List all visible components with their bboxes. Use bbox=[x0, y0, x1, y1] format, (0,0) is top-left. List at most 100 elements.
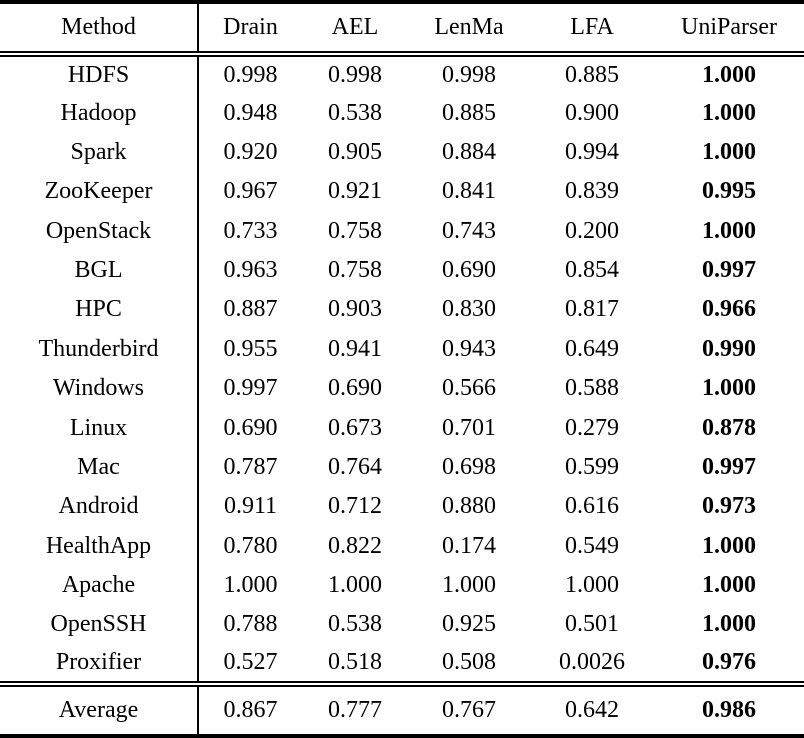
value-cell: 0.698 bbox=[442, 453, 496, 480]
value-cell: 0.690 bbox=[223, 414, 278, 441]
value-cell: 0.885 bbox=[565, 61, 619, 88]
table-row: OpenStack 0.733 0.758 0.743 0.200 1.000 bbox=[0, 211, 804, 251]
dataset-name-cell: Mac bbox=[0, 447, 199, 488]
table-row: Spark 0.920 0.905 0.884 0.994 1.000 bbox=[0, 132, 804, 173]
value-cell: 0.549 bbox=[565, 532, 619, 559]
value-cell: 1.000 bbox=[223, 572, 278, 599]
column-header-method: Method bbox=[0, 4, 199, 57]
value-cell: 0.588 bbox=[565, 375, 619, 402]
value-cell: 0.997 bbox=[223, 375, 278, 402]
table-header: Method Drain AEL LenMa LFA UniParser bbox=[0, 4, 804, 57]
table-row: Android 0.911 0.712 0.880 0.616 0.973 bbox=[0, 487, 804, 527]
value-cell: 0.616 bbox=[565, 493, 619, 520]
value-cell: 0.955 bbox=[223, 335, 278, 362]
value-cell: 0.788 bbox=[223, 611, 278, 638]
value-cell: 1.000 bbox=[702, 532, 756, 559]
value-cell: 0.854 bbox=[565, 257, 619, 284]
dataset-name-cell: OpenSSH bbox=[0, 605, 199, 645]
table-row: HDFS 0.998 0.998 0.998 0.885 1.000 bbox=[0, 54, 804, 94]
value-cell: 0.839 bbox=[565, 178, 619, 205]
average-label: Average bbox=[0, 681, 199, 734]
table-body: HDFS 0.998 0.998 0.998 0.885 1.000 Hadoop 0.948… bbox=[0, 54, 804, 684]
table-row: HealthApp 0.780 0.822 0.174 0.549 1.000 bbox=[0, 526, 804, 566]
table-row: Apache 1.000 1.000 1.000 1.000 1.000 bbox=[0, 565, 804, 606]
value-cell: 0.780 bbox=[223, 532, 278, 559]
average-value-drain: 0.867 bbox=[198, 681, 302, 734]
value-cell: 0.885 bbox=[442, 99, 496, 126]
value-cell: 0.538 bbox=[328, 611, 382, 638]
average-value-lfa: 0.642 bbox=[530, 681, 654, 734]
value-cell: 0.822 bbox=[328, 532, 382, 559]
value-cell: 0.200 bbox=[565, 217, 619, 244]
value-cell: 0.911 bbox=[223, 493, 278, 520]
value-cell: 1.000 bbox=[702, 99, 756, 126]
value-cell: 1.000 bbox=[702, 611, 756, 638]
dataset-name-cell: Windows bbox=[0, 369, 199, 409]
value-cell: 0.841 bbox=[442, 178, 496, 205]
column-header-drain: Drain bbox=[198, 4, 302, 57]
value-cell: 1.000 bbox=[702, 138, 756, 165]
value-cell: 0.817 bbox=[565, 296, 619, 323]
value-cell: 0.948 bbox=[223, 99, 278, 126]
value-cell: 0.998 bbox=[328, 61, 382, 88]
value-cell: 0.997 bbox=[702, 257, 756, 284]
value-cell: 0.997 bbox=[702, 453, 756, 480]
value-cell: 0.976 bbox=[702, 649, 756, 676]
results-table: Method Drain AEL LenMa LFA UniParser HDF… bbox=[0, 4, 804, 734]
value-cell: 1.000 bbox=[442, 572, 496, 599]
value-cell: 0.963 bbox=[223, 257, 278, 284]
table-row: ZooKeeper 0.967 0.921 0.841 0.839 0.995 bbox=[0, 172, 804, 212]
dataset-name-cell: HealthApp bbox=[0, 526, 199, 566]
value-cell: 0.279 bbox=[565, 414, 619, 441]
value-cell: 1.000 bbox=[702, 375, 756, 402]
dataset-name-cell: Spark bbox=[0, 132, 199, 173]
value-cell: 0.920 bbox=[223, 138, 278, 165]
dataset-name-cell: BGL bbox=[0, 250, 199, 291]
value-cell: 0.701 bbox=[442, 414, 496, 441]
dataset-name-cell: Proxifier bbox=[0, 644, 199, 684]
value-cell: 0.973 bbox=[702, 493, 756, 520]
header-row: Method Drain AEL LenMa LFA UniParser bbox=[0, 4, 804, 57]
value-cell: 0.690 bbox=[328, 375, 382, 402]
value-cell: 1.000 bbox=[702, 572, 756, 599]
value-cell: 1.000 bbox=[702, 61, 756, 88]
value-cell: 0.941 bbox=[328, 335, 382, 362]
value-cell: 0.508 bbox=[442, 649, 496, 676]
table-footer: Average 0.867 0.777 0.767 0.642 0.986 bbox=[0, 681, 804, 734]
value-cell: 0.903 bbox=[328, 296, 382, 323]
dataset-name-cell: HDFS bbox=[0, 54, 199, 94]
value-cell: 0.758 bbox=[328, 257, 382, 284]
value-cell: 0.998 bbox=[223, 61, 278, 88]
value-cell: 0.830 bbox=[442, 296, 496, 323]
value-cell: 0.966 bbox=[702, 296, 756, 323]
value-cell: 0.649 bbox=[565, 335, 619, 362]
value-cell: 0.967 bbox=[223, 178, 278, 205]
table-row: HPC 0.887 0.903 0.830 0.817 0.966 bbox=[0, 290, 804, 330]
table-row: Windows 0.997 0.690 0.566 0.588 1.000 bbox=[0, 369, 804, 409]
table-row: BGL 0.963 0.758 0.690 0.854 0.997 bbox=[0, 250, 804, 291]
column-header-lfa: LFA bbox=[530, 4, 654, 57]
table-row: Mac 0.787 0.764 0.698 0.599 0.997 bbox=[0, 447, 804, 488]
value-cell: 0.998 bbox=[442, 61, 496, 88]
dataset-name-cell: Hadoop bbox=[0, 93, 199, 133]
dataset-name-cell: ZooKeeper bbox=[0, 172, 199, 212]
value-cell: 0.538 bbox=[328, 99, 382, 126]
value-cell: 0.0026 bbox=[559, 649, 625, 676]
value-cell: 0.501 bbox=[565, 611, 619, 638]
value-cell: 0.878 bbox=[702, 414, 756, 441]
dataset-name-cell: Linux bbox=[0, 408, 199, 448]
value-cell: 0.900 bbox=[565, 99, 619, 126]
value-cell: 1.000 bbox=[702, 217, 756, 244]
table-row: Linux 0.690 0.673 0.701 0.279 0.878 bbox=[0, 408, 804, 448]
value-cell: 0.884 bbox=[442, 138, 496, 165]
column-header-uniparser: UniParser bbox=[654, 4, 804, 57]
value-cell: 0.995 bbox=[702, 178, 756, 205]
value-cell: 0.758 bbox=[328, 217, 382, 244]
dataset-name-cell: Thunderbird bbox=[0, 329, 199, 369]
average-row: Average 0.867 0.777 0.767 0.642 0.986 bbox=[0, 681, 804, 734]
table-row: Proxifier 0.527 0.518 0.508 0.0026 0.976 bbox=[0, 644, 804, 684]
value-cell: 0.994 bbox=[565, 138, 619, 165]
value-cell: 0.518 bbox=[328, 649, 382, 676]
value-cell: 0.921 bbox=[328, 178, 382, 205]
